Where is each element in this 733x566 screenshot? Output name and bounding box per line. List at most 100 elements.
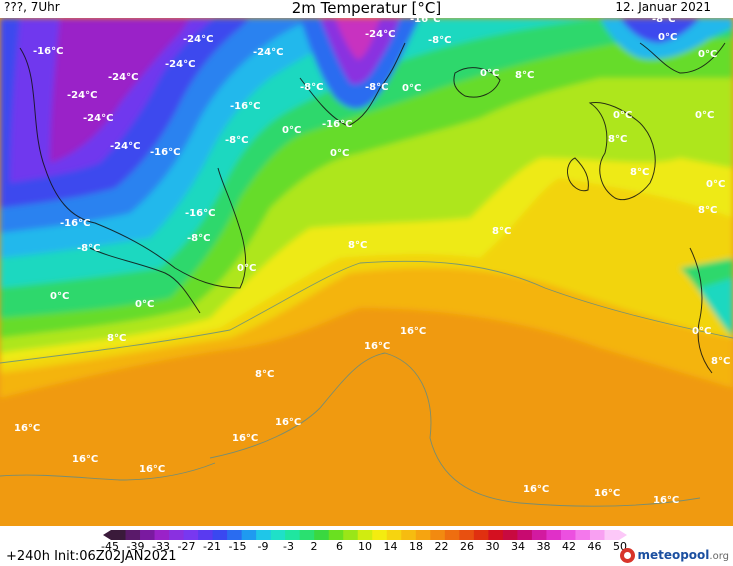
temperature-label: -24°C — [165, 59, 196, 70]
scale-swatch — [444, 530, 460, 540]
temperature-label: -24°C — [108, 72, 139, 83]
scale-tick-label: -27 — [177, 540, 196, 553]
temperature-label: 8°C — [608, 134, 628, 145]
temperature-label: 8°C — [515, 70, 535, 81]
temperature-label: -8°C — [300, 82, 324, 93]
scale-swatch — [256, 530, 272, 540]
scale-arrow-right — [619, 530, 627, 540]
scale-tick-label: 2 — [310, 540, 318, 553]
temperature-label: -16°C — [230, 101, 261, 112]
temperature-label: 16°C — [364, 341, 391, 352]
scale-tick-label: 30 — [485, 540, 500, 553]
scale-swatch — [299, 530, 315, 540]
location-label: ???, 7Uhr — [4, 0, 60, 14]
scale-swatch — [125, 530, 141, 540]
temperature-label: -24°C — [365, 29, 396, 40]
header: ???, 7Uhr 2m Temperatur [°C] 12. Januar … — [0, 0, 733, 18]
temperature-label: -24°C — [67, 90, 98, 101]
scale-swatch — [154, 530, 170, 540]
scale-tick-label: 38 — [536, 540, 551, 553]
scale-swatch — [198, 530, 214, 540]
color-scale-bar — [103, 530, 627, 540]
temperature-map[interactable]: -16°C -24°C -24°C -24°C -24°C -24°C -24°C -24°C… — [0, 18, 733, 526]
map-title: 2m Temperatur [°C] — [291, 0, 442, 17]
scale-tick-label: 14 — [383, 540, 398, 553]
temperature-label: 0°C — [237, 263, 257, 274]
scale-swatch — [328, 530, 344, 540]
scale-swatch — [560, 530, 576, 540]
brand-tld: .org — [709, 551, 729, 562]
scale-swatch — [285, 530, 301, 540]
temperature-label: 8°C — [255, 369, 275, 380]
temperature-label: -24°C — [110, 141, 141, 152]
scale-tick-label: 18 — [409, 540, 423, 553]
temperature-label: 0°C — [706, 179, 726, 190]
scale-swatch — [314, 530, 330, 540]
temperature-label: 8°C — [107, 333, 127, 344]
scale-tick-label: -3 — [283, 540, 294, 553]
scale-tick-label: -45 — [101, 540, 119, 553]
scale-swatch — [546, 530, 562, 540]
temperature-label: 0°C — [658, 32, 678, 43]
temperature-label: 16°C — [523, 484, 550, 495]
temperature-label: -8°C — [77, 243, 101, 254]
scale-swatch — [488, 530, 504, 540]
temperature-label: 16°C — [594, 488, 621, 499]
scale-arrow-left — [103, 530, 111, 540]
scale-swatch — [575, 530, 591, 540]
temperature-label: 8°C — [348, 240, 368, 251]
temperature-label: 16°C — [653, 495, 680, 506]
temperature-label: 0°C — [480, 68, 500, 79]
scale-tick-label: -39 — [126, 540, 145, 553]
temperature-label: -8°C — [187, 233, 211, 244]
brand-name: meteopool — [637, 548, 710, 562]
scale-swatch — [227, 530, 243, 540]
temperature-label: -16°C — [410, 18, 441, 25]
temperature-label: -8°C — [428, 35, 452, 46]
temperature-label: -24°C — [253, 47, 284, 58]
temperature-label: 0°C — [695, 110, 715, 121]
temperature-label: -16°C — [150, 147, 181, 158]
scale-swatch — [169, 530, 185, 540]
temperature-label: 8°C — [492, 226, 512, 237]
scale-tick-label: 34 — [511, 540, 525, 553]
temperature-label: 16°C — [275, 417, 302, 428]
scale-swatch — [111, 530, 127, 540]
temperature-label: 0°C — [282, 125, 302, 136]
scale-swatch — [386, 530, 402, 540]
temperature-label: -8°C — [365, 82, 389, 93]
scale-swatch — [343, 530, 359, 540]
forecast-date: 12. Januar 2021 — [615, 0, 711, 14]
temperature-field — [0, 18, 733, 526]
temperature-label: 0°C — [692, 326, 712, 337]
scale-swatch — [473, 530, 489, 540]
scale-swatch — [415, 530, 431, 540]
scale-tick-label: 26 — [460, 540, 474, 553]
scale-tick-label: 46 — [587, 540, 602, 553]
temperature-label: 8°C — [698, 205, 718, 216]
scale-swatch — [604, 530, 620, 540]
scale-swatch — [183, 530, 199, 540]
brand-logo[interactable]: meteopool.org — [620, 547, 729, 563]
scale-swatch — [372, 530, 388, 540]
footer: -45 -39 -33 -27 -21 -15 -9 -3 2 6 10 14 18 22 26 30 34 38… — [0, 526, 733, 566]
scale-tick-label: 6 — [336, 540, 343, 553]
model-run-info: +240h Init:06Z02JAN2021 — [6, 549, 177, 564]
temperature-label: -16°C — [322, 119, 353, 130]
temperature-label: 16°C — [400, 326, 427, 337]
temperature-label: 8°C — [711, 356, 731, 367]
scale-swatch — [401, 530, 417, 540]
temperature-label: 16°C — [232, 433, 259, 444]
temperature-label: -16°C — [33, 46, 64, 57]
scale-swatch — [241, 530, 257, 540]
temperature-label: 0°C — [613, 110, 633, 121]
temperature-label: -8°C — [225, 135, 249, 146]
scale-swatch — [270, 530, 286, 540]
scale-tick-label: -15 — [228, 540, 247, 553]
scale-tick-label: -33 — [152, 540, 170, 553]
scale-swatch — [589, 530, 605, 540]
temperature-label: -8°C — [652, 18, 676, 25]
brand-icon — [620, 547, 636, 563]
scale-swatch — [517, 530, 533, 540]
scale-tick-label: 10 — [358, 540, 372, 553]
